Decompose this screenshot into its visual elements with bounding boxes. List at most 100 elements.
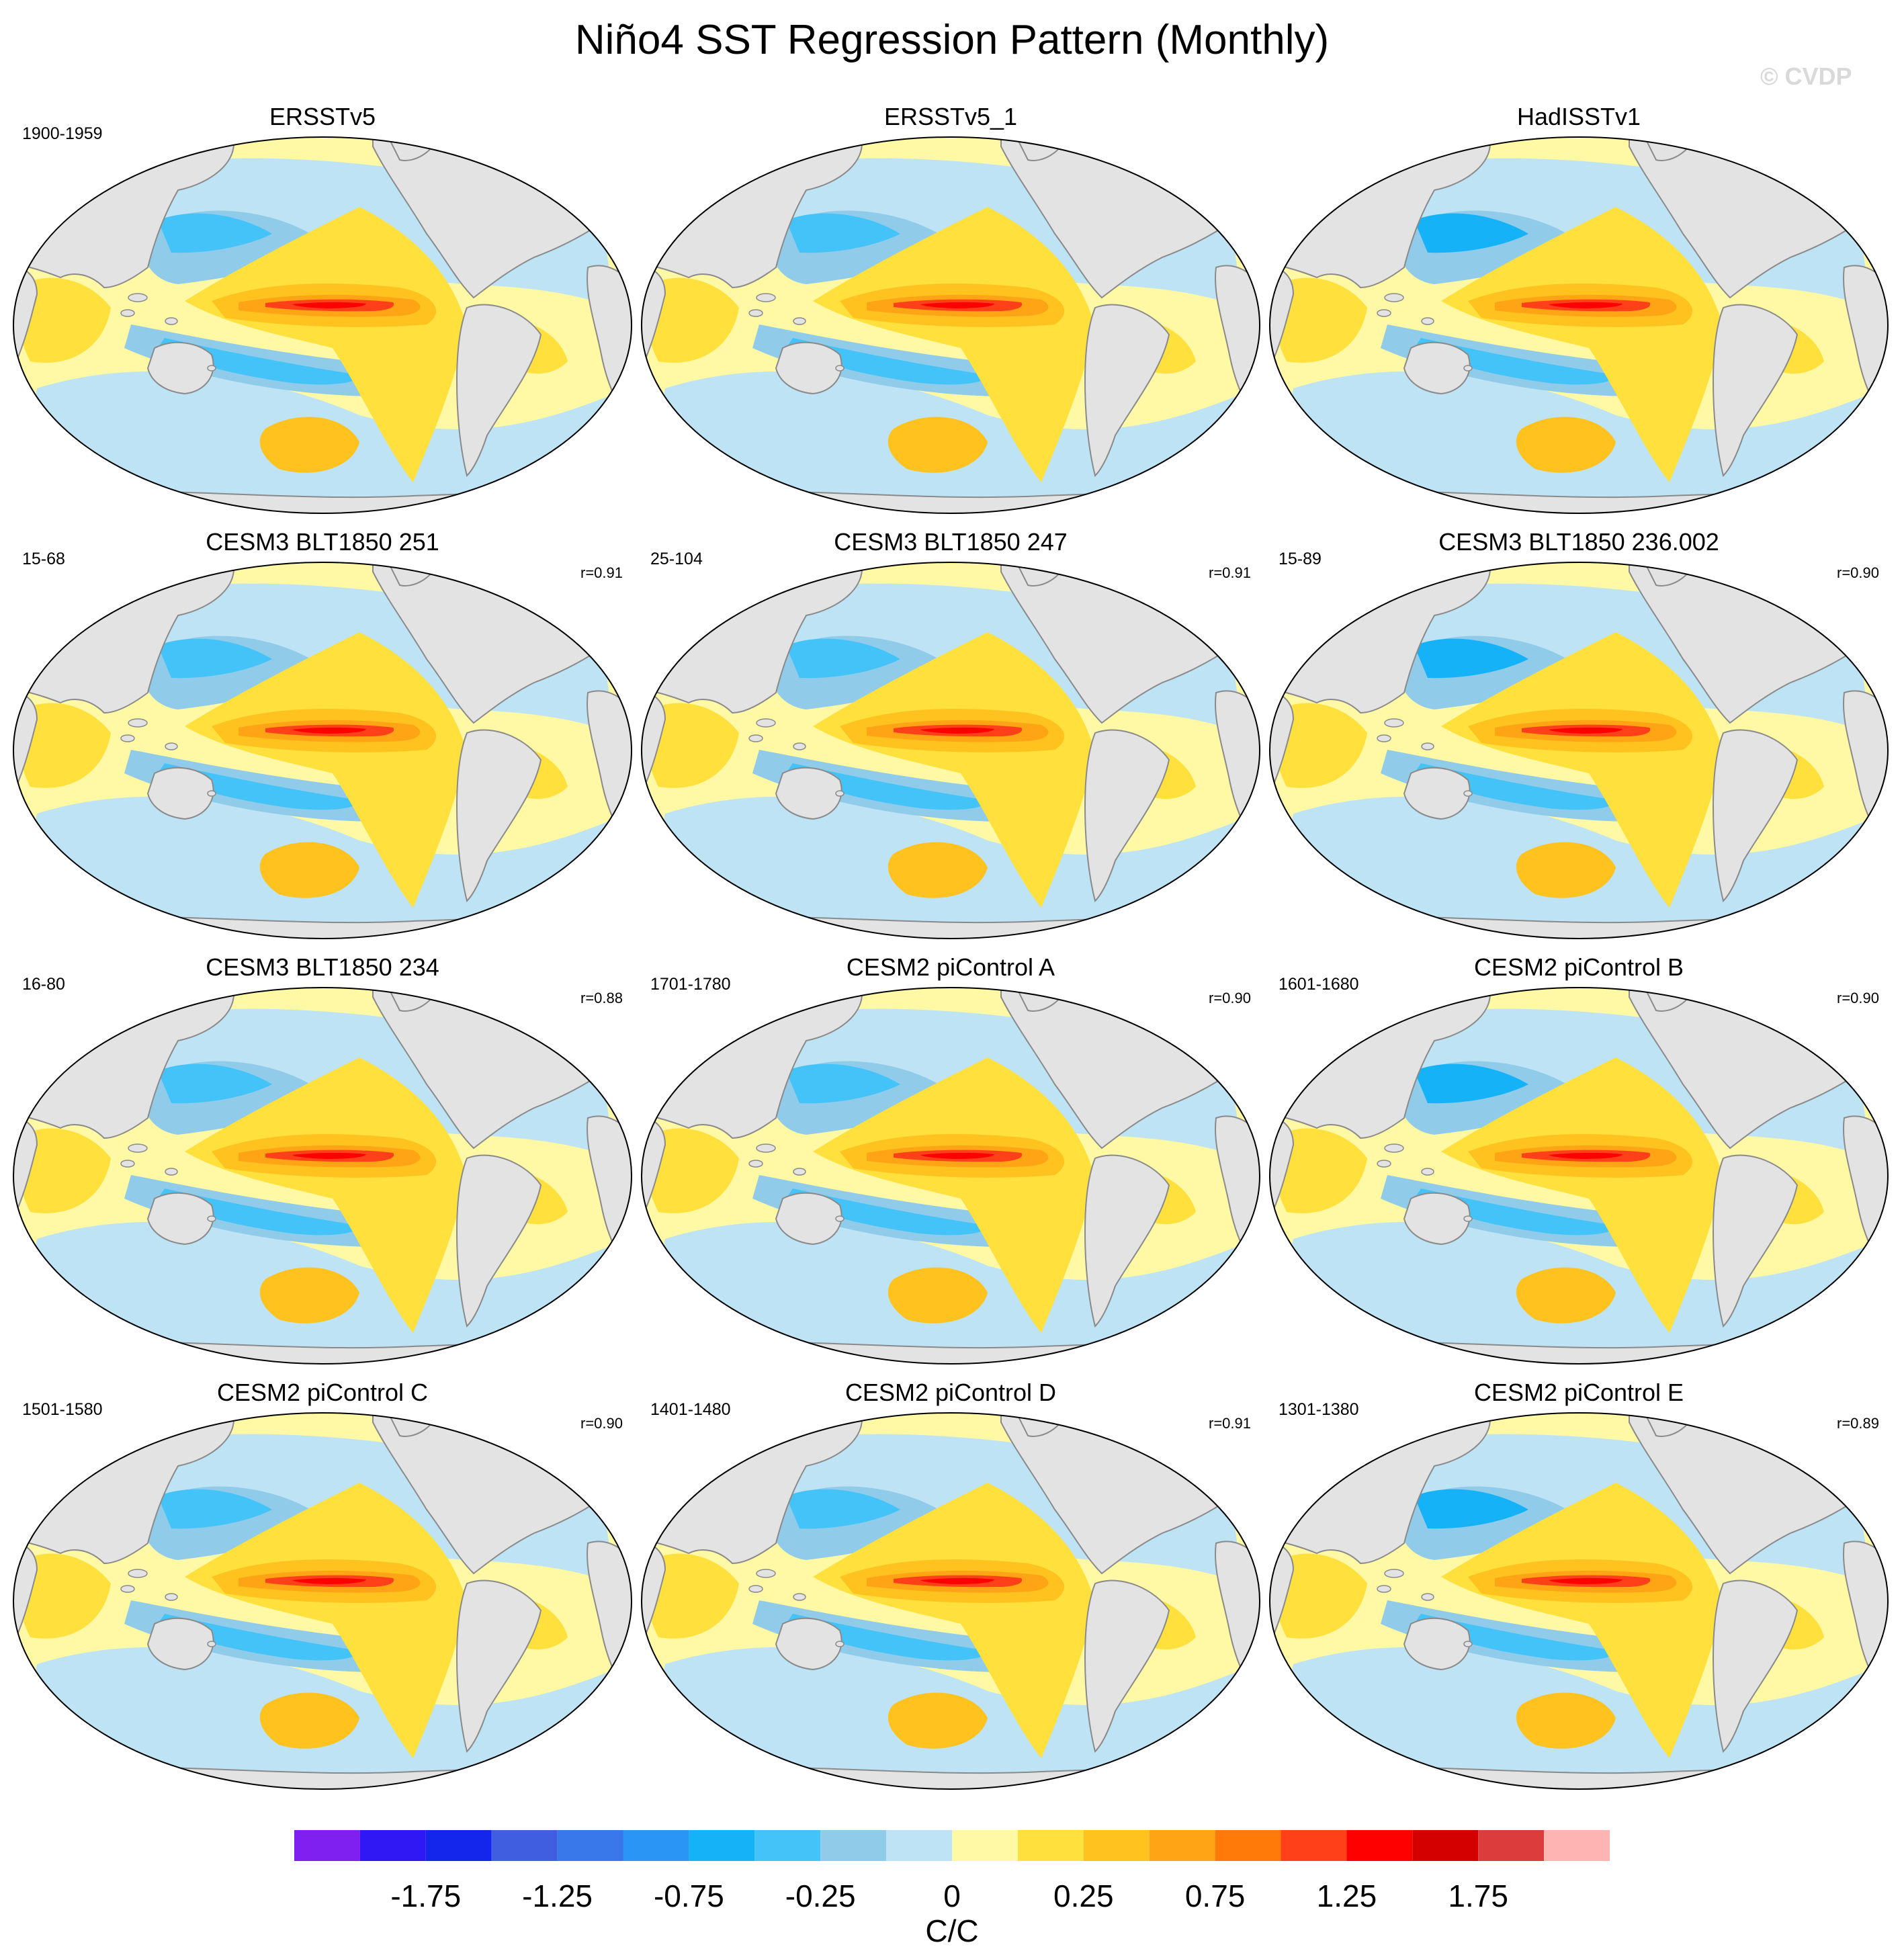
island-2 xyxy=(1421,1593,1434,1601)
australia-landmass xyxy=(775,767,842,820)
map-panel: CESM2 piControl B 1601-1680 r=0.90 xyxy=(1266,945,1891,1371)
colorbar-box xyxy=(886,1830,952,1861)
positive-anomaly-peak xyxy=(1549,302,1622,308)
panel-title: CESM3 BLT1850 247 xyxy=(834,528,1068,556)
positive-anomaly-indian-ocean xyxy=(15,1553,112,1639)
positive-anomaly-south-pacific xyxy=(888,842,988,898)
negative-core-south-pacific xyxy=(786,1614,988,1661)
panel-title: ERSSTv5 xyxy=(269,103,376,130)
island-3 xyxy=(1463,1641,1473,1647)
negative-core-north-pacific xyxy=(786,638,900,679)
island-2 xyxy=(165,317,178,325)
map-panel: CESM3 BLT1850 234 16-80 r=0.88 xyxy=(10,945,635,1371)
map-panel: HadISSTv1 xyxy=(1266,94,1891,521)
map-panel: CESM2 piControl A 1701-1780 r=0.90 xyxy=(638,945,1263,1371)
regression-map xyxy=(13,562,632,939)
positive-anomaly-south-pacific xyxy=(1516,1267,1616,1324)
australia-landmass xyxy=(146,1192,214,1246)
panel-correlation: r=0.90 xyxy=(1209,990,1251,1006)
map-border xyxy=(641,562,1260,939)
positive-anomaly-tongue xyxy=(185,632,467,908)
negative-core-south-pacific xyxy=(1414,338,1616,385)
panel-title: CESM2 piControl C xyxy=(216,1379,429,1406)
panel-period: 1900-1959 xyxy=(22,124,103,143)
positive-anomaly-tongue xyxy=(1441,1483,1723,1758)
island-3 xyxy=(207,365,216,372)
colorbar-tick-label: 0.75 xyxy=(1184,1878,1246,1913)
negative-core-north-pacific xyxy=(1414,1064,1528,1104)
australia-landmass xyxy=(775,341,842,395)
negative-core-south-pacific xyxy=(158,1188,359,1236)
panel-period: 16-80 xyxy=(22,975,65,994)
map-border xyxy=(1269,136,1889,514)
positive-anomaly-indian-ocean xyxy=(644,703,739,788)
map-border xyxy=(13,562,632,939)
negative-core-south-pacific xyxy=(158,763,359,810)
island-3 xyxy=(835,790,845,797)
positive-anomaly-south-pacific xyxy=(259,842,359,898)
figure-title: Niño4 SST Regression Pattern (Monthly) xyxy=(574,17,1330,63)
panel-title: HadISSTv1 xyxy=(1516,103,1641,130)
positive-anomaly-peak xyxy=(292,1577,366,1584)
positive-anomaly-peak xyxy=(1549,727,1622,734)
island-0 xyxy=(128,293,148,302)
positive-anomaly-indian-ocean xyxy=(1272,277,1367,363)
panel-correlation: r=0.91 xyxy=(1209,1415,1251,1432)
positive-anomaly-tongue xyxy=(813,1057,1095,1333)
positive-anomaly-peak xyxy=(920,727,994,734)
map-panel: ERSSTv5_1 xyxy=(638,94,1263,521)
south-america-landmass xyxy=(1084,304,1170,477)
positive-anomaly-tongue xyxy=(813,632,1095,908)
island-1 xyxy=(748,1160,763,1168)
map-panel: CESM3 BLT1850 251 15-68 r=0.91 xyxy=(10,519,635,946)
island-1 xyxy=(1377,1160,1391,1168)
island-0 xyxy=(1384,718,1404,728)
panel-period: 15-89 xyxy=(1279,550,1322,568)
regression-map xyxy=(1269,1412,1889,1790)
positive-anomaly-indian-ocean xyxy=(644,277,739,363)
positive-anomaly-south-pacific xyxy=(259,1267,359,1324)
colorbar-box xyxy=(1478,1830,1545,1861)
map-panel: CESM3 BLT1850 247 25-104 r=0.91 xyxy=(638,519,1263,946)
island-3 xyxy=(835,365,845,372)
colorbar-box xyxy=(952,1830,1018,1861)
island-3 xyxy=(835,1641,845,1647)
positive-anomaly-indian-ocean xyxy=(1272,703,1367,788)
colorbar-box xyxy=(1017,1830,1084,1861)
panel-correlation: r=0.91 xyxy=(1209,564,1251,581)
positive-anomaly-tongue xyxy=(1441,632,1723,908)
positive-anomaly-tongue xyxy=(185,1057,467,1333)
colorbar-box xyxy=(425,1830,492,1861)
island-2 xyxy=(793,1593,806,1601)
colorbar-box xyxy=(1346,1830,1413,1861)
island-0 xyxy=(128,718,148,728)
island-1 xyxy=(748,1585,763,1593)
colorbar-box xyxy=(754,1830,821,1861)
panel-period: 25-104 xyxy=(650,550,703,568)
panel-title: CESM2 piControl D xyxy=(845,1379,1057,1406)
negative-core-north-pacific xyxy=(786,1064,900,1104)
island-0 xyxy=(128,1569,148,1578)
island-2 xyxy=(1421,1168,1434,1176)
colorbar-units: C/C xyxy=(925,1913,979,1948)
positive-anomaly-peak xyxy=(292,727,366,734)
positive-anomaly-peak xyxy=(1549,1152,1622,1159)
south-america-landmass xyxy=(1084,1579,1170,1753)
positive-anomaly-peak xyxy=(292,302,366,308)
australia-landmass xyxy=(1403,1617,1471,1671)
colorbar-box xyxy=(1083,1830,1150,1861)
regression-map xyxy=(1269,987,1889,1365)
negative-core-north-pacific xyxy=(158,638,272,679)
positive-anomaly-tongue xyxy=(1441,207,1723,482)
negative-core-north-pacific xyxy=(1414,1489,1528,1529)
south-america-landmass xyxy=(1084,1154,1170,1328)
negative-core-north-pacific xyxy=(158,1489,272,1529)
colorbar-box xyxy=(359,1830,426,1861)
panel-title: CESM3 BLT1850 234 xyxy=(206,953,439,981)
regression-map xyxy=(13,136,632,514)
island-2 xyxy=(165,1593,178,1601)
negative-core-south-pacific xyxy=(786,338,988,385)
australia-landmass xyxy=(1403,767,1471,820)
panel-title: CESM2 piControl B xyxy=(1473,953,1684,981)
map-border xyxy=(1269,987,1889,1365)
